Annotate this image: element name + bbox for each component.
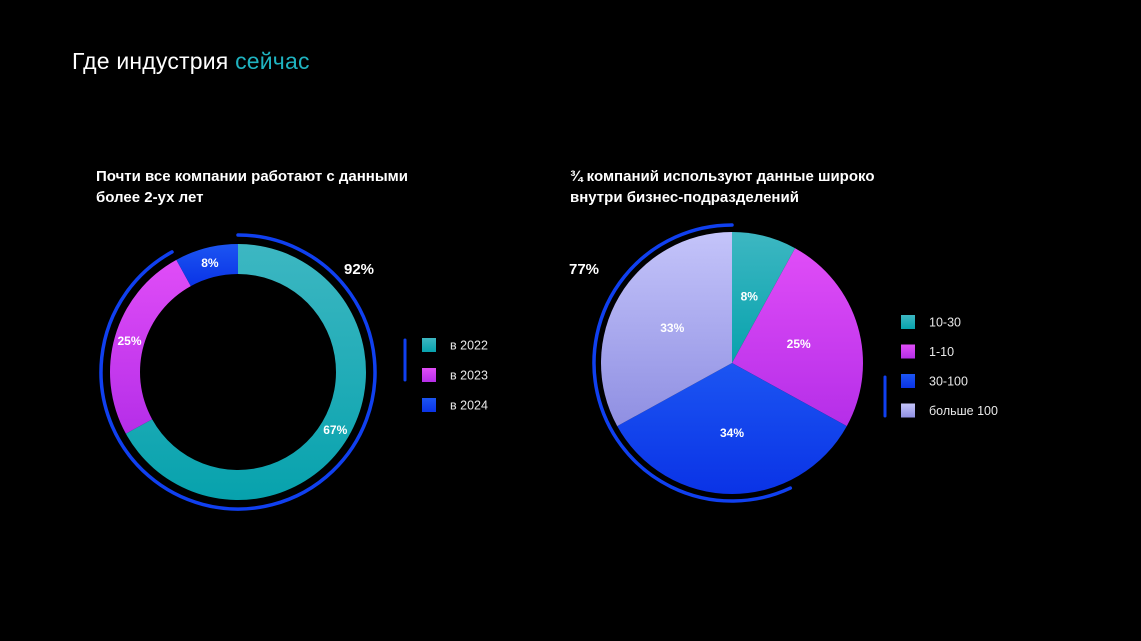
pie-legend-label: 10-30	[929, 316, 961, 330]
pie-value-label: 34%	[720, 426, 744, 440]
pie-chart: 8% 25% 34% 33% 77% 10-30 1-10 30-100 больше 100	[569, 223, 998, 503]
pie-legend-swatch	[901, 403, 915, 418]
pie-annotation: 77%	[569, 261, 599, 278]
pie-legend-swatch	[901, 344, 915, 359]
donut-legend-label: в 2024	[450, 399, 488, 413]
pie-legend-swatch	[901, 315, 915, 329]
donut-value-label: 25%	[117, 334, 141, 348]
donut-annotation: 92%	[344, 261, 374, 278]
pie-legend-swatch	[901, 374, 915, 388]
donut-chart-title-line-1: Почти все компании работают с данными	[96, 168, 408, 185]
pie-legend-label: больше 100	[929, 404, 998, 418]
pie-value-label: 8%	[741, 289, 759, 303]
pie-chart-title-line-1: ¾ компаний используют данные широко	[570, 168, 875, 185]
donut-value-label: 8%	[201, 256, 219, 270]
pie-legend-label: 30-100	[929, 375, 968, 389]
slide-title-accent: сейчас	[235, 48, 310, 74]
donut-chart-title-line-2: более 2-ух лет	[96, 189, 204, 206]
donut-legend-swatch	[422, 338, 436, 352]
slide-title-main: Где индустрия	[72, 48, 229, 74]
donut-legend-label: в 2022	[450, 339, 488, 353]
pie-highlight-arc	[592, 223, 793, 503]
slide-title: Где индустрия сейчас	[72, 48, 310, 75]
donut-chart: 67% 25% 8% 92% в 2022 в 2023 в 2024	[99, 233, 488, 511]
pie-chart-title: ¾ компаний используют данные широко внут…	[570, 166, 930, 208]
pie-value-label: 33%	[660, 321, 684, 335]
donut-value-label: 67%	[323, 423, 347, 437]
pie-slice	[732, 248, 864, 427]
pie-value-label: 25%	[787, 337, 811, 351]
donut-slice	[176, 244, 238, 287]
pie-slice	[732, 232, 796, 363]
pie-legend-label: 1-10	[929, 345, 954, 359]
donut-chart-title: Почти все компании работают с данными бо…	[96, 166, 456, 208]
donut-legend-swatch	[422, 398, 436, 412]
pie-slice	[617, 363, 847, 495]
donut-legend-swatch	[422, 368, 436, 382]
donut-legend-label: в 2023	[450, 369, 488, 383]
pie-chart-title-line-2: внутри бизнес-подразделений	[570, 189, 799, 206]
donut-highlight-arc	[99, 233, 377, 511]
donut-slice	[110, 259, 191, 434]
pie-slice	[600, 232, 732, 427]
